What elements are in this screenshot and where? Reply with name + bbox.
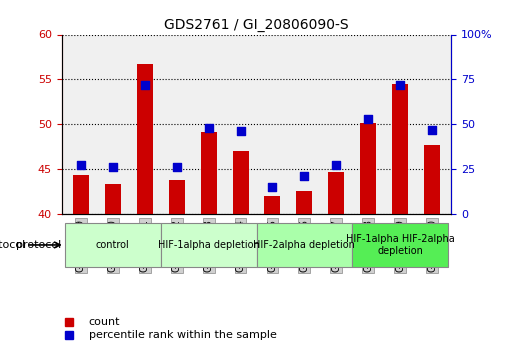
Bar — [136, 64, 153, 214]
Text: percentile rank within the sample: percentile rank within the sample — [89, 330, 277, 339]
Point — [172, 165, 181, 170]
Point — [332, 163, 341, 168]
Text: protocol: protocol — [16, 240, 62, 250]
FancyBboxPatch shape — [161, 223, 256, 267]
Bar — [297, 190, 312, 214]
Point — [109, 165, 117, 170]
Bar — [360, 123, 377, 214]
Point — [364, 116, 372, 121]
Point — [300, 174, 308, 179]
Text: HIF-1alpha depletion: HIF-1alpha depletion — [157, 240, 260, 250]
Text: HIF-2alpha depletion: HIF-2alpha depletion — [253, 240, 356, 250]
FancyBboxPatch shape — [256, 223, 352, 267]
Bar — [73, 175, 89, 214]
Bar — [424, 145, 440, 214]
Text: count: count — [89, 317, 121, 327]
Point — [428, 127, 437, 132]
FancyBboxPatch shape — [352, 223, 448, 267]
FancyBboxPatch shape — [65, 223, 161, 267]
Text: control: control — [96, 240, 130, 250]
Bar — [265, 196, 281, 214]
Point — [268, 184, 277, 190]
Bar — [105, 184, 121, 214]
Title: GDS2761 / GI_20806090-S: GDS2761 / GI_20806090-S — [164, 18, 349, 32]
Point — [236, 129, 245, 134]
Text: HIF-1alpha HIF-2alpha
depletion: HIF-1alpha HIF-2alpha depletion — [346, 234, 455, 256]
Text: protocol: protocol — [0, 240, 25, 250]
Point — [396, 82, 404, 88]
Point — [76, 163, 85, 168]
Bar — [232, 151, 248, 214]
Bar — [392, 84, 408, 214]
Bar — [328, 172, 344, 214]
Point — [141, 82, 149, 88]
Point — [205, 125, 213, 130]
Bar — [169, 180, 185, 214]
Bar — [201, 132, 216, 214]
